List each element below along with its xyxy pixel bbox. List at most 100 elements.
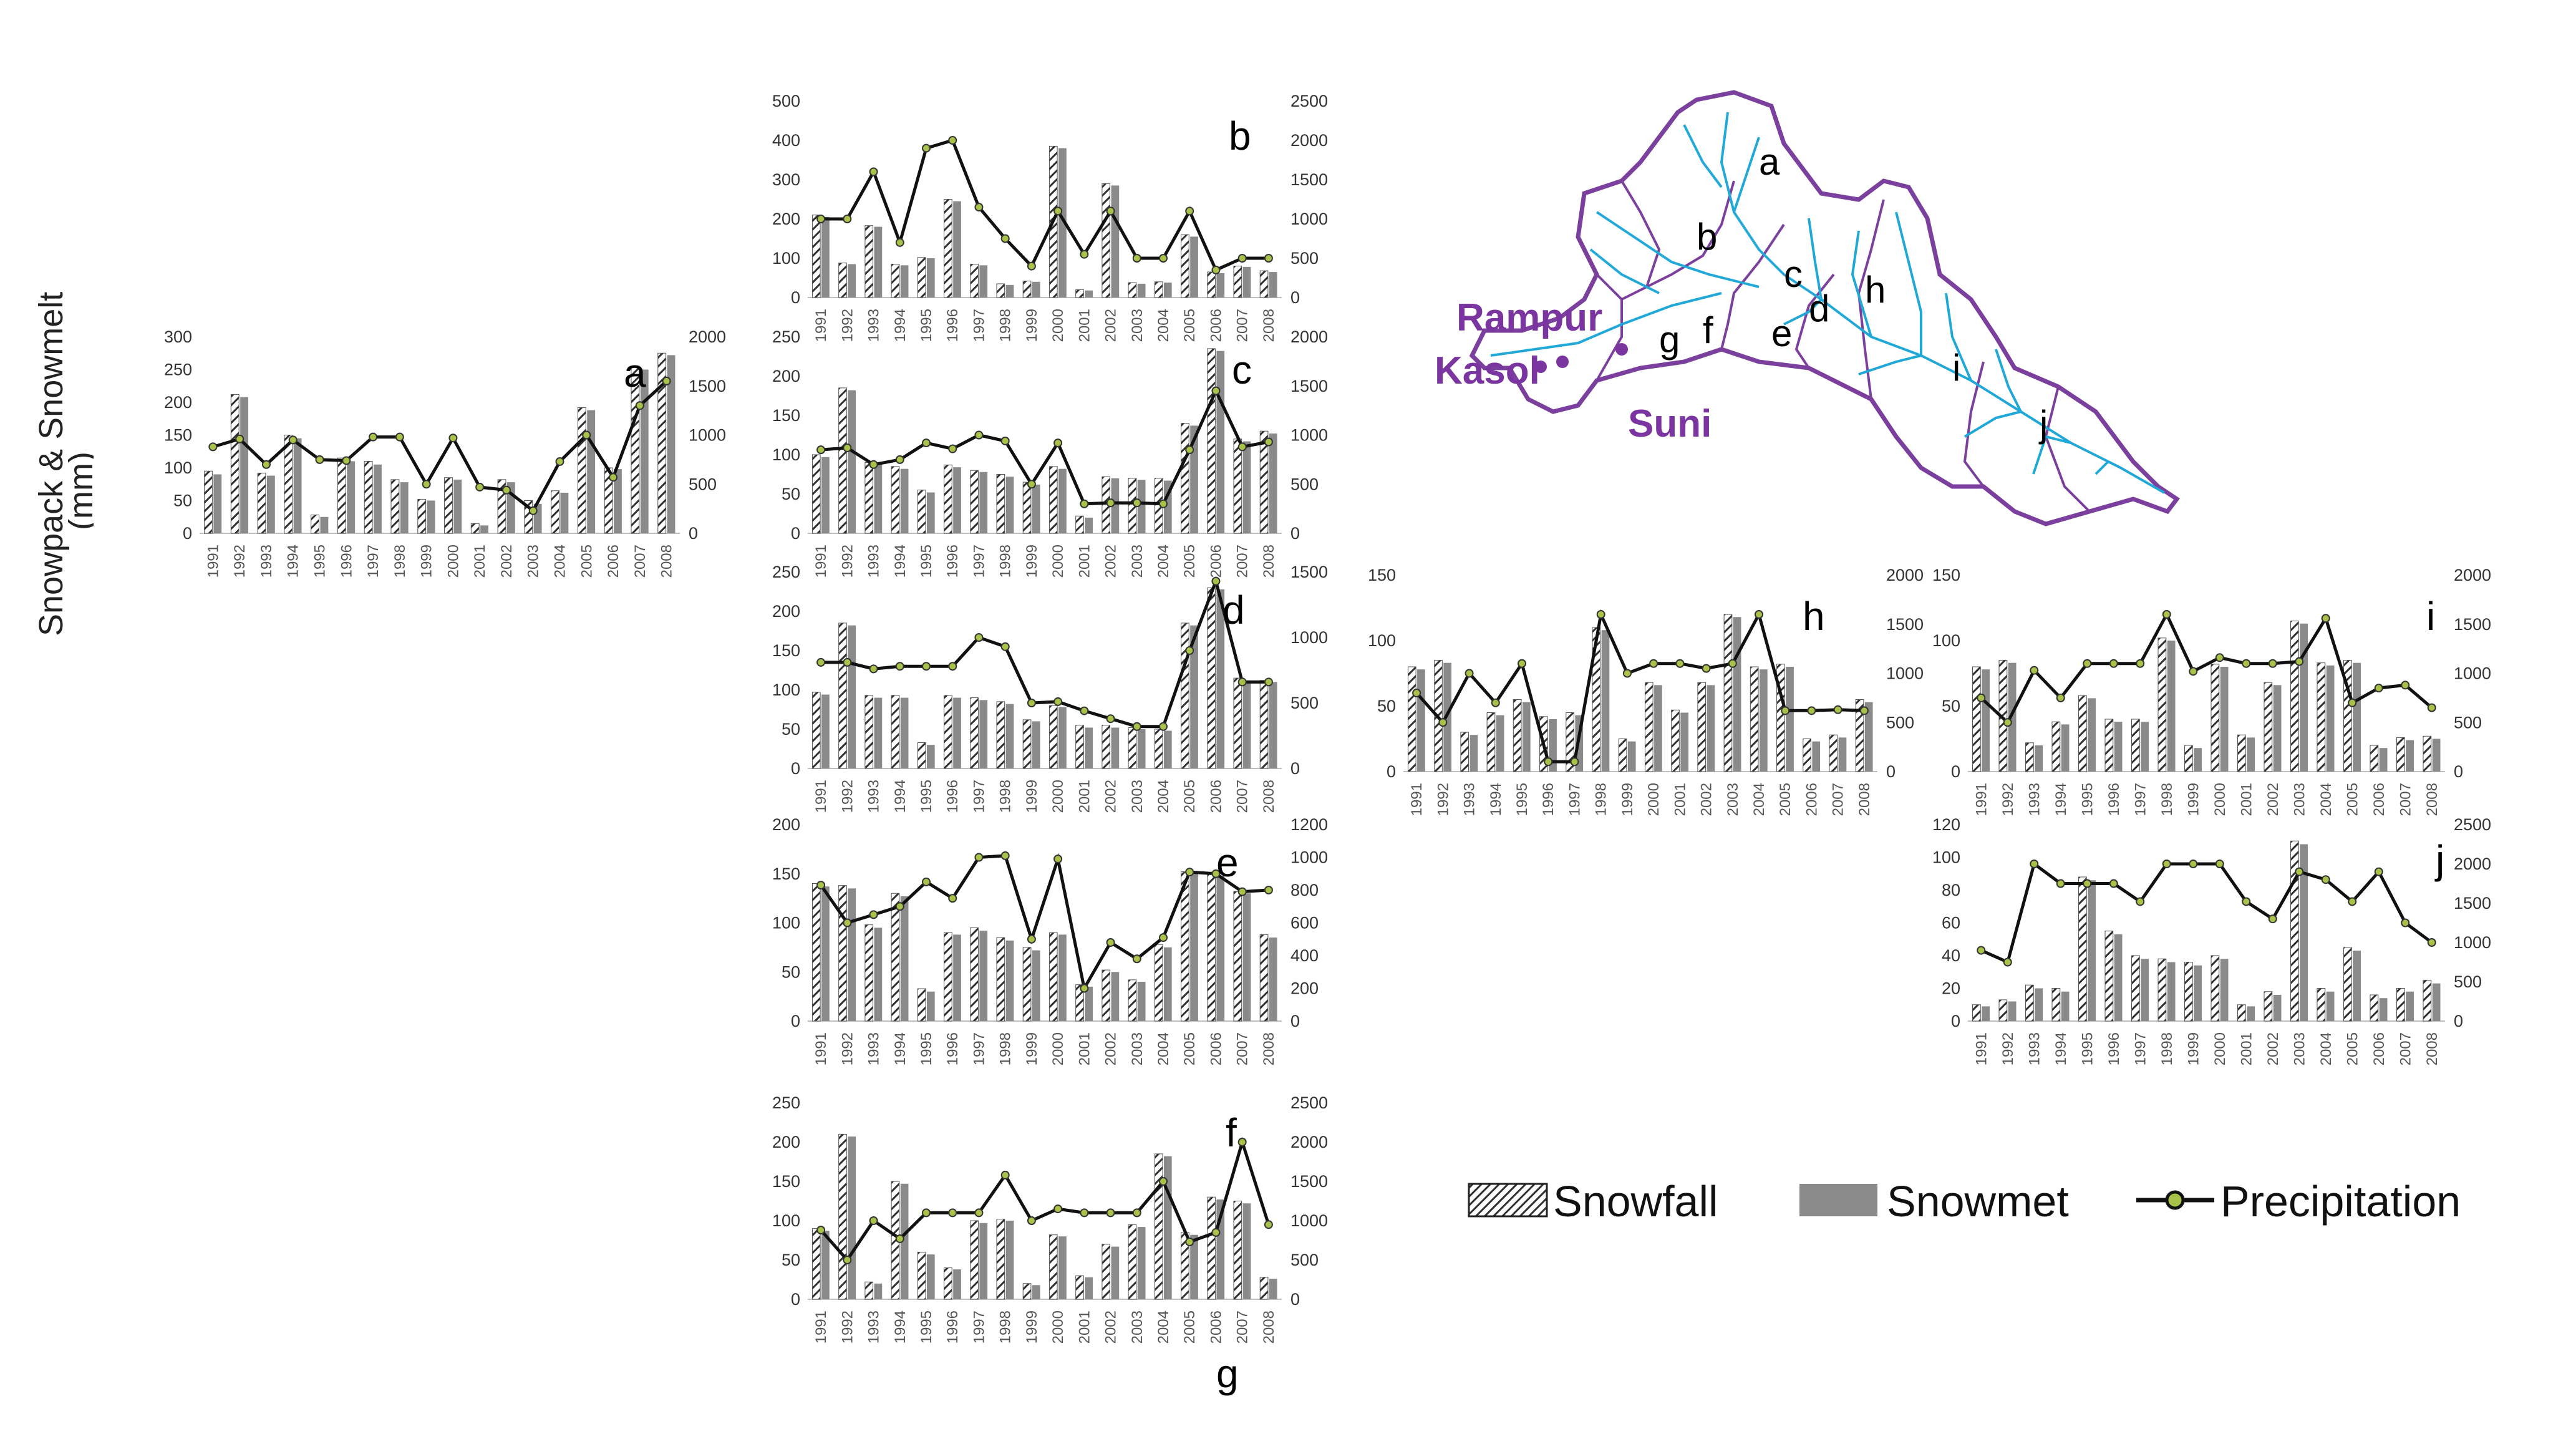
y-tick-label: 50 xyxy=(1942,697,1960,715)
subbasin-label-c: c xyxy=(1784,253,1803,295)
y2-tick-label: 1500 xyxy=(1886,615,1924,634)
snowfall-bar xyxy=(417,498,427,534)
snowmelt-bar xyxy=(480,525,488,533)
chart-panel-j: 0 20 40 60 80 100 120 0 500 1000 1500 2000 2500 1991 1… xyxy=(1932,815,2491,1065)
x-tick-label: 1992 xyxy=(839,1032,856,1065)
y-tick-label: 300 xyxy=(164,327,192,346)
precipitation-point xyxy=(843,443,852,452)
y2-tick-label: 2000 xyxy=(1290,131,1328,150)
snowmelt-bar xyxy=(320,516,329,533)
snowmelt-bar xyxy=(2379,998,2388,1021)
precipitation-point xyxy=(869,1216,878,1225)
snowfall-bar xyxy=(2423,735,2432,772)
snowfall-bar xyxy=(1486,712,1496,772)
precipitation-point xyxy=(1000,436,1010,445)
precipitation-point xyxy=(2427,703,2436,712)
snowmelt-bar xyxy=(2379,748,2388,772)
y2-tick-label: 1500 xyxy=(2454,615,2491,634)
x-tick-label: 2007 xyxy=(1234,780,1251,813)
legend-swatch-snowmelt xyxy=(1799,1184,1877,1216)
precipitation-point xyxy=(2189,667,2198,676)
snowmelt-bar xyxy=(979,265,988,298)
x-tick-label: 1997 xyxy=(971,1032,987,1065)
snowmelt-bar xyxy=(2220,667,2229,772)
snowmelt-bar xyxy=(821,216,830,298)
y-tick-label: 0 xyxy=(791,288,800,307)
snowfall-bar xyxy=(1207,271,1216,298)
subbasin-label-e: e xyxy=(1771,312,1792,354)
snowmelt-bar xyxy=(2008,1001,2017,1021)
snowmelt-bar xyxy=(1058,934,1067,1021)
snowmelt-bar xyxy=(900,697,909,768)
y-tick-label: 120 xyxy=(1932,815,1960,834)
x-tick-label: 2006 xyxy=(1803,783,1820,816)
snowmelt-bar xyxy=(1760,669,1768,772)
y2-tick-label: 500 xyxy=(2454,713,2482,732)
snowmelt-bar xyxy=(1680,712,1688,772)
snowfall-bar xyxy=(838,622,847,769)
snowfall-bar xyxy=(1022,947,1032,1022)
snowmelt-bar xyxy=(2061,724,2070,772)
snowfall-bar xyxy=(1181,234,1189,298)
precipitation-point xyxy=(1053,697,1063,706)
precipitation-point xyxy=(1132,254,1141,263)
x-tick-label: 2003 xyxy=(1725,783,1741,816)
snowmelt-bar xyxy=(979,931,988,1021)
snowfall-bar xyxy=(2104,931,2114,1022)
precipitation-point xyxy=(2136,897,2145,906)
y-tick-label: 100 xyxy=(1932,848,1960,867)
snowmelt-bar xyxy=(900,896,909,1021)
snowfall-bar xyxy=(470,523,480,534)
snowfall-bar xyxy=(944,695,952,769)
precipitation-point xyxy=(2295,867,2304,876)
y-tick-label: 0 xyxy=(183,524,192,543)
x-tick-label: 1995 xyxy=(918,1310,935,1344)
x-tick-label: 1998 xyxy=(997,1032,1014,1065)
y2-tick-label: 0 xyxy=(1886,762,1896,781)
snowmelt-bar xyxy=(1216,273,1225,298)
precipitation-point xyxy=(1518,659,1526,668)
subbasin-label-a: a xyxy=(1759,141,1780,183)
snowmelt-bar xyxy=(1523,702,1531,772)
x-tick-label: 1998 xyxy=(997,1310,1014,1344)
precipitation-point xyxy=(1159,254,1168,263)
precipitation-point xyxy=(2003,957,2012,967)
snowfall-bar xyxy=(1259,270,1269,298)
legend-swatch-snowfall xyxy=(1468,1183,1548,1218)
y-tick-label: 150 xyxy=(164,426,192,445)
precipitation-point xyxy=(1106,938,1115,947)
snowmelt-bar xyxy=(1812,741,1821,772)
snowfall-bar xyxy=(1972,1004,1981,1022)
y2-tick-label: 1500 xyxy=(1290,563,1328,581)
snowfall-bar xyxy=(1207,873,1216,1022)
y-tick-label: 200 xyxy=(772,367,800,385)
y2-tick-label: 800 xyxy=(1290,881,1319,899)
y-tick-label: 150 xyxy=(772,641,800,660)
precipitation-line xyxy=(1980,611,2433,725)
chart-panel-b: 0 100 200 300 400 500 0 500 1000 1500 2000 2500 1991… xyxy=(772,92,1328,342)
y2-tick-label: 400 xyxy=(1290,946,1319,965)
snowmelt-bar xyxy=(1005,704,1014,768)
snowfall-bar xyxy=(1128,727,1137,769)
precipitation-point xyxy=(895,455,904,464)
precipitation-point xyxy=(208,442,218,452)
x-tick-label: 2008 xyxy=(1261,780,1277,813)
precipitation-point xyxy=(895,902,904,911)
y-tick-label: 100 xyxy=(772,681,800,699)
x-tick-label: 2003 xyxy=(2291,783,2308,816)
snowmelt-bar xyxy=(1417,669,1425,772)
x-tick-label: 2000 xyxy=(1050,1310,1067,1344)
precipitation-point xyxy=(816,657,826,667)
snowfall-bar xyxy=(1154,281,1163,298)
legend-swatch-precip-marker xyxy=(2165,1190,2185,1210)
x-tick-label: 1993 xyxy=(1461,783,1478,816)
x-tick-label: 1998 xyxy=(392,545,409,578)
snowfall-bar xyxy=(337,457,346,534)
snowmelt-bar xyxy=(1470,735,1478,772)
y-tick-label: 0 xyxy=(791,1290,800,1309)
precipitation-point xyxy=(662,376,671,385)
x-tick-label: 2001 xyxy=(472,545,488,578)
snowmelt-bar xyxy=(614,469,622,533)
subbasin-label-b: b xyxy=(1697,216,1717,258)
